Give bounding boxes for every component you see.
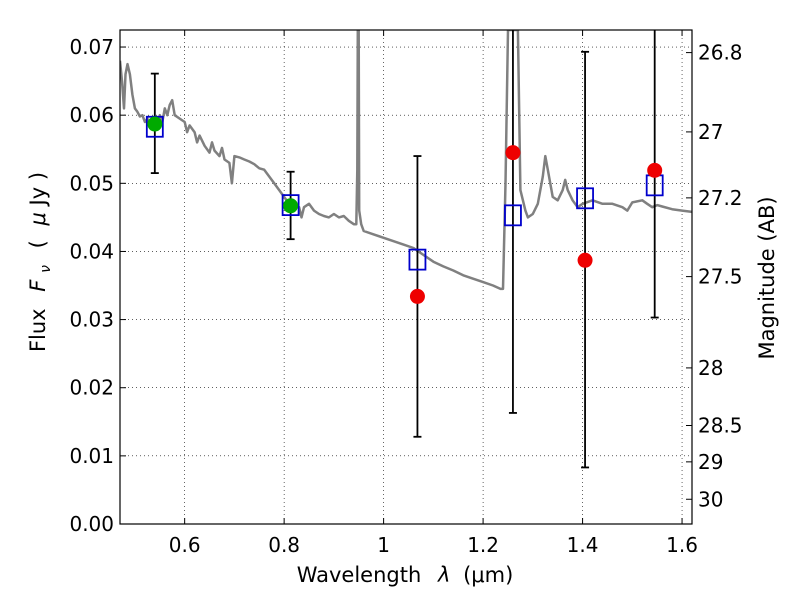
observed-flux-point: [505, 145, 520, 160]
y-tick-label: 0.03: [69, 308, 114, 332]
mag-tick-label: 29: [698, 450, 723, 474]
observed-flux-point: [647, 163, 662, 178]
mag-tick-label: 28.5: [698, 414, 743, 438]
sed-chart: 0.6 0.8 1 1.2 1.4 1.6 0.00 0.01 0.02 0.03 0.04 0.05…: [0, 0, 800, 600]
observed-flux-point: [147, 117, 162, 132]
x-tick-label: 0.6: [169, 533, 201, 557]
x-tick-label: 1.2: [467, 533, 499, 557]
y-tick-label: 0.06: [69, 103, 114, 127]
y-axis-label-mu: μ: [26, 212, 50, 226]
observed-flux-point: [283, 198, 298, 213]
y-tick-label: 0.02: [69, 376, 114, 400]
x-axis-label-units: (μm): [463, 563, 513, 587]
y-tick-label: 0.01: [69, 444, 114, 468]
y-tick-label: 0.04: [69, 239, 114, 263]
observed-flux-point: [410, 289, 425, 304]
y-tick-label: 0.05: [69, 171, 114, 195]
y-axis-label-symbol: F: [26, 279, 50, 292]
x-axis-label: Wavelength λ (μm): [297, 563, 514, 587]
mag-tick-label: 30: [698, 487, 723, 511]
mag-tick-label: 27.2: [698, 186, 743, 210]
x-tick-label: 0.8: [268, 533, 300, 557]
y-tick-label: 0.00: [69, 512, 114, 536]
y-axis-label-text: Flux: [26, 308, 50, 352]
y2-axis-label: Magnitude (AB): [755, 196, 779, 359]
mag-tick-label: 26.8: [698, 41, 743, 65]
y-tick-label: 0.07: [69, 35, 114, 59]
y-axis-label-open: (: [26, 240, 50, 248]
y-axis-label-units: Jy ): [26, 172, 50, 208]
mag-tick-label: 27.5: [698, 265, 743, 289]
y-axis-label-subscript: ν: [38, 265, 54, 273]
mag-tick-label: 27: [698, 120, 723, 144]
x-tick-label: 1.6: [666, 533, 698, 557]
x-tick-label: 1.4: [567, 533, 599, 557]
mag-tick-label: 28: [698, 356, 723, 380]
x-tick-label: 1: [377, 533, 390, 557]
x-axis-label-text: Wavelength: [297, 563, 422, 587]
x-axis-label-symbol: λ: [437, 563, 450, 587]
observed-flux-point: [578, 253, 593, 268]
